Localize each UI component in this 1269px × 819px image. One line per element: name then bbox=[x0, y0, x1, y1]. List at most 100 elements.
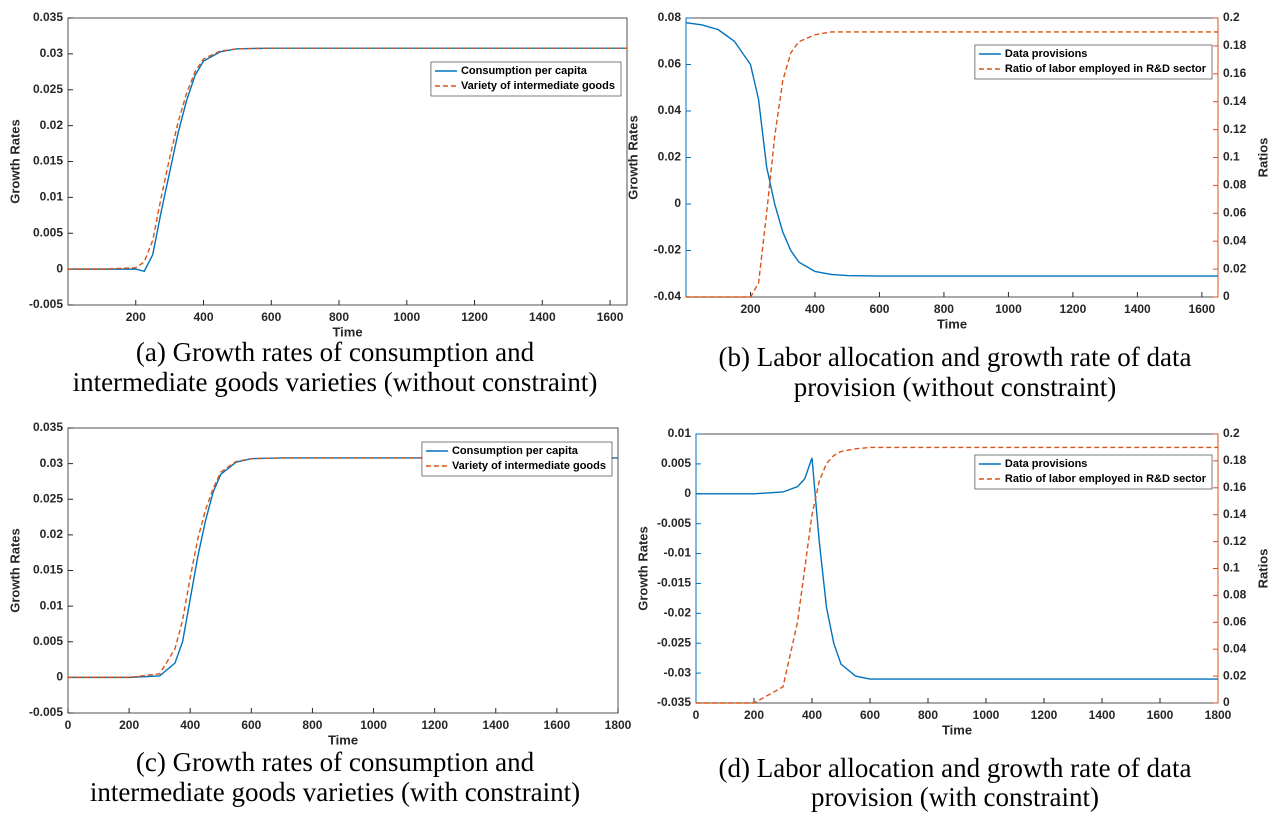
x-tick-label: 800 bbox=[329, 310, 349, 324]
y-tick-label: -0.025 bbox=[657, 635, 691, 649]
x-tick-label: 1400 bbox=[482, 718, 509, 732]
series-line bbox=[685, 21, 1218, 277]
legend-label: Ratio of labor employed in R&D sector bbox=[1005, 473, 1207, 485]
y-tick-label: 0 bbox=[56, 261, 63, 275]
legend-label: Variety of intermediate goods bbox=[461, 80, 615, 92]
y2-tick-label: 0.06 bbox=[1223, 614, 1247, 628]
y-tick-label: 0.025 bbox=[33, 82, 63, 96]
y-axis-label: Growth Rates bbox=[625, 115, 640, 200]
x-tick-label: 1200 bbox=[461, 310, 488, 324]
y2-axis-label: Ratios bbox=[1255, 138, 1269, 178]
x-tick-label: 1600 bbox=[544, 718, 571, 732]
series-line bbox=[696, 457, 1218, 680]
series-line bbox=[68, 457, 618, 679]
y-tick-label: -0.005 bbox=[657, 516, 691, 530]
series-line bbox=[686, 31, 1218, 298]
legend-box bbox=[974, 454, 1213, 490]
y2-tick-label: 0.08 bbox=[1223, 588, 1247, 602]
y2-tick-label: 0.12 bbox=[1223, 122, 1247, 136]
y-tick-label: 0.02 bbox=[40, 118, 64, 132]
legend-label: Consumption per capita bbox=[461, 65, 588, 77]
y-tick-label: 0.08 bbox=[658, 10, 682, 24]
x-tick-label: 800 bbox=[918, 708, 938, 722]
x-tick-label: 400 bbox=[802, 708, 822, 722]
y2-tick-label: 0.08 bbox=[1223, 178, 1247, 192]
x-tick-label: 1600 bbox=[1147, 708, 1174, 722]
x-tick-label: 1200 bbox=[1060, 302, 1087, 316]
y2-tick-label: 0.02 bbox=[1223, 668, 1247, 682]
x-tick-label: 1200 bbox=[1031, 708, 1058, 722]
legend-label: Consumption per capita bbox=[452, 445, 579, 457]
x-tick-label: 200 bbox=[126, 310, 146, 324]
y-tick-label: -0.02 bbox=[654, 243, 682, 257]
x-axis-label: Time bbox=[328, 732, 358, 747]
caption: (b) Labor allocation and growth rate of … bbox=[718, 342, 1191, 372]
y2-tick-label: 0.16 bbox=[1223, 480, 1247, 494]
x-tick-label: 1200 bbox=[421, 718, 448, 732]
y2-tick-label: 0.04 bbox=[1223, 233, 1247, 247]
y2-axis-label: Ratios bbox=[1255, 549, 1269, 589]
y2-tick-label: 0.14 bbox=[1223, 507, 1247, 521]
y2-tick-label: 0.14 bbox=[1223, 94, 1247, 108]
y-tick-label: -0.04 bbox=[654, 289, 682, 303]
x-tick-label: 1400 bbox=[1089, 708, 1116, 722]
y2-tick-label: 0.18 bbox=[1223, 38, 1247, 52]
caption: provision (with constraint) bbox=[811, 782, 1099, 812]
x-axis-label: Time bbox=[332, 324, 362, 339]
x-tick-label: 600 bbox=[869, 302, 889, 316]
y-tick-label: 0.03 bbox=[40, 46, 64, 60]
x-tick-label: 400 bbox=[180, 718, 200, 732]
y-tick-label: -0.015 bbox=[657, 576, 691, 590]
legend-label: Ratio of labor employed in R&D sector bbox=[1005, 63, 1207, 75]
series-line bbox=[696, 446, 1218, 704]
x-tick-label: 600 bbox=[241, 718, 261, 732]
y-tick-label: 0 bbox=[684, 486, 691, 500]
y-tick-label: 0.035 bbox=[33, 10, 63, 24]
x-tick-label: 1400 bbox=[529, 310, 556, 324]
x-tick-label: 1600 bbox=[1189, 302, 1216, 316]
x-tick-label: 1000 bbox=[360, 718, 387, 732]
legend-box bbox=[430, 61, 622, 97]
legend-label: Variety of intermediate goods bbox=[452, 460, 606, 472]
x-tick-label: 1800 bbox=[605, 718, 632, 732]
y2-tick-label: 0.1 bbox=[1223, 150, 1240, 164]
y-tick-label: 0.02 bbox=[40, 527, 64, 541]
x-tick-label: 200 bbox=[740, 302, 760, 316]
y-tick-label: -0.005 bbox=[29, 705, 63, 719]
y-axis-label: Growth Rates bbox=[7, 119, 22, 204]
x-tick-label: 400 bbox=[193, 310, 213, 324]
y-tick-label: 0.06 bbox=[658, 57, 682, 71]
caption: provision (without constraint) bbox=[794, 372, 1116, 402]
y2-tick-label: 0.16 bbox=[1223, 66, 1247, 80]
x-axis-label: Time bbox=[937, 316, 967, 331]
y2-tick-label: 0.06 bbox=[1223, 205, 1247, 219]
y-tick-label: 0 bbox=[674, 196, 681, 210]
x-tick-label: 800 bbox=[934, 302, 954, 316]
x-tick-label: 0 bbox=[65, 718, 72, 732]
y-tick-label: -0.035 bbox=[657, 695, 691, 709]
y-tick-label: 0.03 bbox=[40, 456, 64, 470]
y-tick-label: 0 bbox=[56, 670, 63, 684]
legend: Data provisions Ratio of labor employed i… bbox=[974, 44, 1213, 80]
y-tick-label: 0.01 bbox=[40, 598, 64, 612]
series-line bbox=[68, 47, 627, 270]
y2-tick-label: 0.04 bbox=[1223, 641, 1247, 655]
x-tick-label: 600 bbox=[261, 310, 281, 324]
y-tick-label: 0.025 bbox=[33, 491, 63, 505]
y-tick-label: 0.005 bbox=[33, 634, 63, 648]
y-tick-label: -0.01 bbox=[664, 546, 692, 560]
x-tick-label: 400 bbox=[805, 302, 825, 316]
x-tick-label: 800 bbox=[302, 718, 322, 732]
series-line bbox=[68, 457, 618, 679]
plot-area bbox=[67, 17, 628, 306]
y-tick-label: 0.005 bbox=[33, 225, 63, 239]
y-axis-label: Growth Rates bbox=[635, 526, 650, 611]
x-tick-label: 1000 bbox=[393, 310, 420, 324]
y-tick-label: 0.01 bbox=[668, 426, 692, 440]
y-tick-label: 0.035 bbox=[33, 420, 63, 434]
y-tick-label: 0.015 bbox=[33, 154, 63, 168]
legend-label: Data provisions bbox=[1005, 458, 1088, 470]
x-tick-label: 600 bbox=[860, 708, 880, 722]
legend-box bbox=[421, 441, 613, 477]
